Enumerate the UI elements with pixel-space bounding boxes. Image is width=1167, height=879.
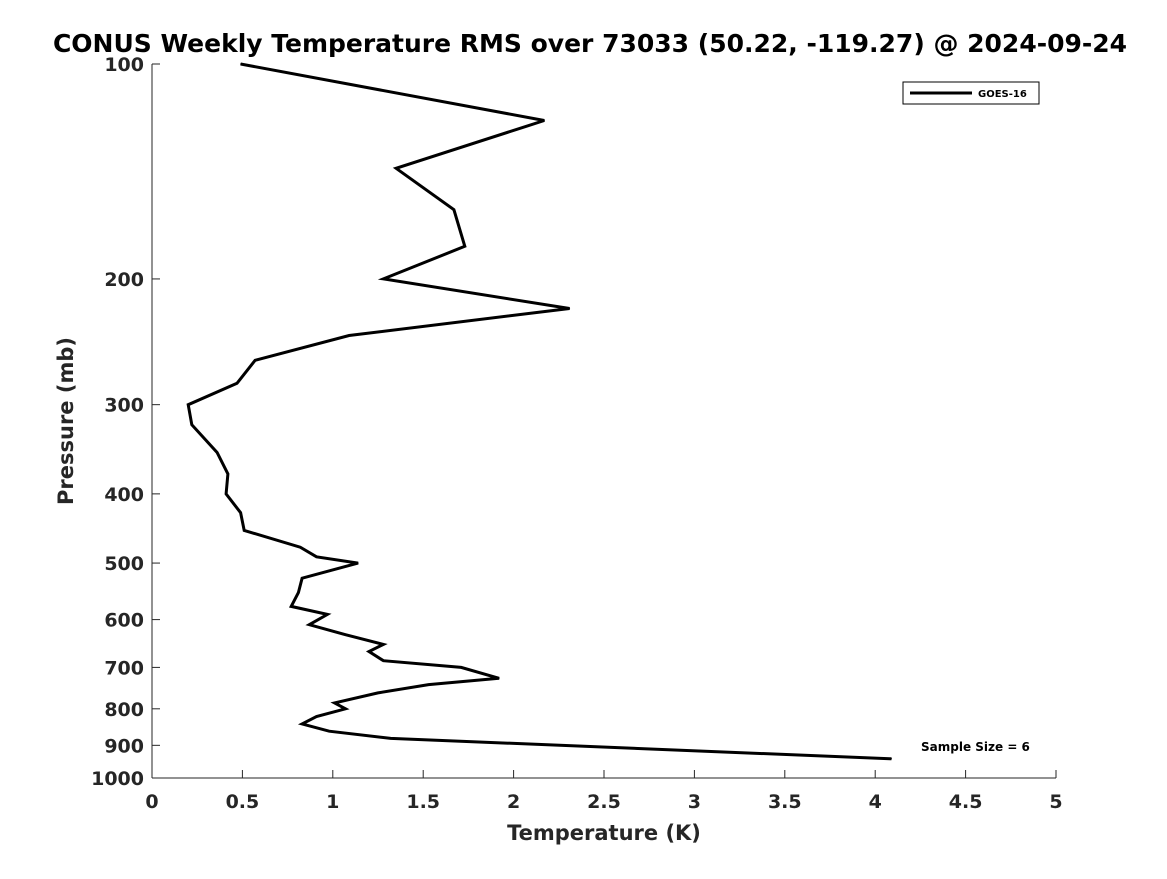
legend-entry-goes-16: GOES-16: [978, 89, 1027, 100]
data-point: [569, 308, 571, 309]
data-point: [345, 634, 346, 636]
data-point: [390, 737, 392, 739]
x-tick-label: 1.5: [406, 791, 440, 813]
data-point: [395, 167, 397, 169]
data-point: [334, 702, 336, 704]
y-tick-label: 100: [104, 54, 144, 76]
x-tick-label: 4.5: [949, 791, 983, 813]
x-tick-label: 2.5: [587, 791, 621, 813]
x-tick-label: 2: [507, 791, 520, 813]
data-point: [301, 577, 303, 579]
data-point: [308, 624, 310, 626]
data-point: [316, 556, 317, 558]
data-point: [368, 651, 370, 652]
y-tick-label: 400: [104, 484, 144, 506]
data-point: [460, 666, 462, 668]
data-point: [345, 708, 346, 710]
series-layer: [186, 62, 892, 761]
data-point: [382, 643, 384, 645]
x-tick-label: 4: [869, 791, 882, 813]
data-point: [328, 730, 330, 732]
data-point: [254, 359, 256, 361]
x-axis-label: Temperature (K): [507, 821, 701, 845]
data-point: [326, 613, 328, 615]
data-point: [316, 716, 317, 717]
data-point: [453, 209, 455, 211]
data-point: [243, 529, 245, 531]
data-point: [227, 473, 229, 475]
data-point: [348, 335, 350, 336]
data-point: [240, 63, 242, 65]
data-point: [382, 278, 384, 280]
data-point: [236, 382, 238, 384]
y-tick-label: 500: [104, 553, 144, 575]
y-tick-label: 700: [104, 657, 144, 679]
legend: GOES-16: [902, 81, 1040, 105]
y-tick-label: 300: [104, 395, 144, 417]
y-tick-label: 900: [104, 735, 144, 757]
x-tick-label: 0.5: [226, 791, 260, 813]
y-tick-label: 800: [104, 699, 144, 721]
x-tick-label: 0: [145, 791, 158, 813]
data-point: [187, 404, 189, 406]
data-point: [301, 723, 303, 725]
data-point: [428, 684, 430, 686]
x-tick-label: 3: [688, 791, 701, 813]
x-tick-label: 1: [326, 791, 339, 813]
series-line-goes-16: [186, 62, 892, 761]
data-point: [498, 677, 500, 679]
data-point: [377, 692, 379, 694]
data-point: [299, 546, 301, 548]
x-tick-label: 5: [1049, 791, 1062, 813]
data-point: [297, 592, 299, 594]
data-point: [225, 493, 227, 495]
data-point: [290, 605, 292, 607]
plot-area: [152, 64, 1056, 778]
data-point: [543, 120, 545, 121]
y-tick-label: 200: [104, 269, 144, 291]
data-point: [891, 758, 892, 760]
x-axis: 0 0.5 1 1.5 2 2.5 3 3.5 4 4.5 5: [145, 770, 1063, 813]
y-axis-label: Pressure (mb): [54, 337, 78, 505]
data-point: [216, 452, 218, 453]
x-tick-label: 3.5: [768, 791, 802, 813]
data-point: [357, 562, 359, 564]
data-point: [464, 245, 466, 247]
sample-size-annotation: Sample Size = 6: [921, 740, 1030, 754]
y-tick-label: 1000: [91, 768, 144, 790]
data-point: [240, 512, 242, 514]
y-axis: 100 200 300 400 500 600 700 800 900 1000: [91, 54, 160, 790]
data-point: [382, 660, 384, 662]
data-point: [191, 424, 193, 426]
chart-title: CONUS Weekly Temperature RMS over 73033 …: [53, 29, 1127, 58]
y-tick-label: 600: [104, 610, 144, 632]
